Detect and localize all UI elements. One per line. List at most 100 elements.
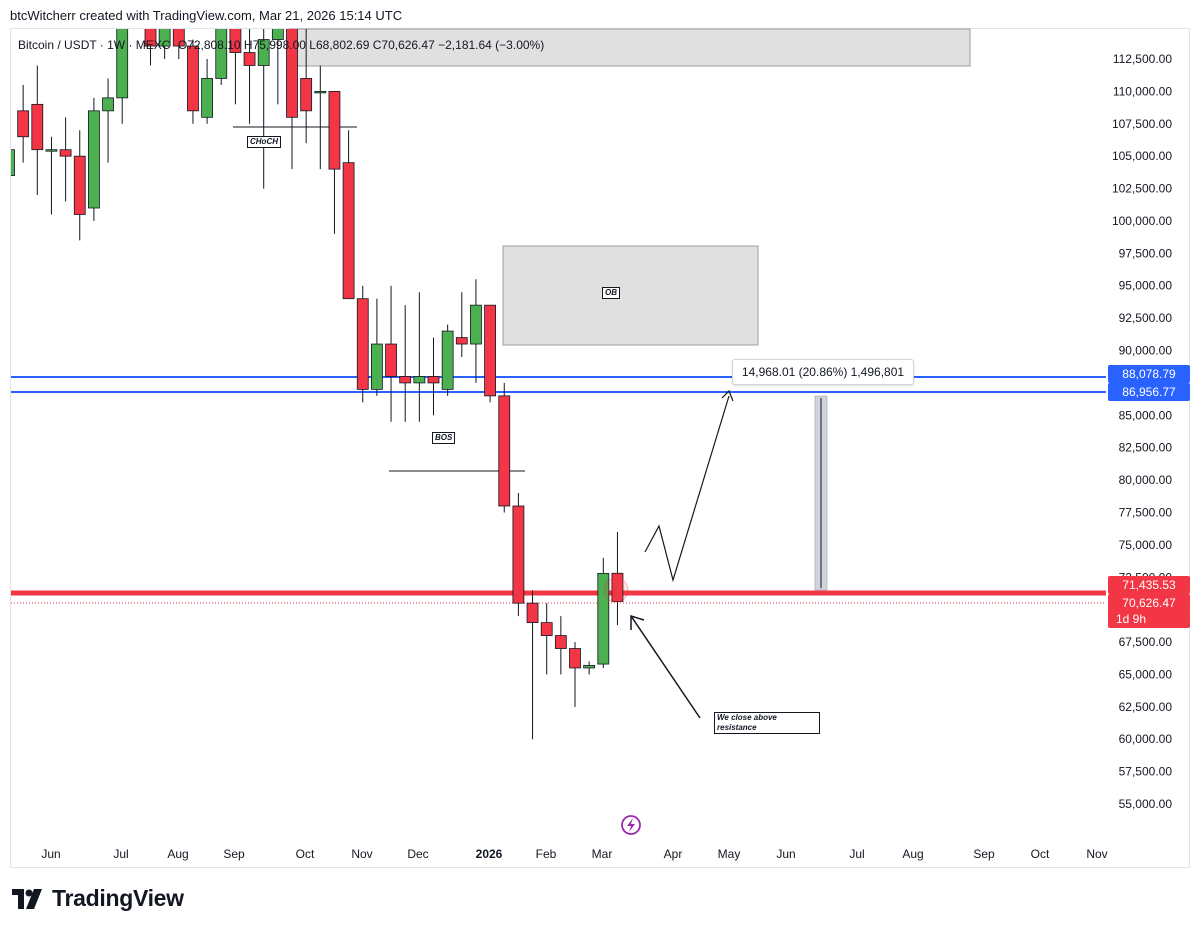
y-axis-tick-label: 55,000.00 [1119, 797, 1173, 811]
legend-low: 68,802.69 [315, 38, 370, 52]
candle-body[interactable] [413, 376, 426, 384]
countdown-label: 1d 9h [1108, 610, 1190, 628]
candle-body[interactable] [215, 1, 228, 79]
y-axis-tick-label: 62,500.00 [1119, 700, 1173, 714]
candle-body[interactable] [399, 376, 412, 384]
y-axis-tick-label: 57,500.00 [1119, 765, 1173, 779]
last-price-label: 70,626.47 [1108, 594, 1190, 612]
x-axis-tick-label: 2026 [476, 847, 503, 861]
candles-group [4, 0, 624, 740]
note-arrow[interactable] [630, 615, 701, 719]
y-axis-tick-label: 65,000.00 [1119, 667, 1173, 681]
candle-body[interactable] [314, 90, 327, 94]
note-arrowhead [630, 614, 645, 630]
x-axis-tick-label: Aug [167, 847, 188, 861]
x-axis-tick-label: Jul [849, 847, 864, 861]
measure-readout[interactable]: 14,968.01 (20.86%) 1,496,801 [732, 359, 914, 385]
x-axis-tick-label: Nov [1086, 847, 1107, 861]
candle-body[interactable] [356, 298, 369, 390]
candle-body[interactable] [158, 14, 171, 47]
candle-body[interactable] [17, 110, 30, 138]
candle-body[interactable] [73, 155, 86, 215]
candle-body[interactable] [597, 572, 610, 665]
candle-body[interactable] [59, 149, 72, 157]
legend-close-label: C [372, 38, 382, 52]
candle-body[interactable] [286, 0, 298, 118]
y-axis-tick-label: 107,500.00 [1112, 117, 1172, 131]
order-block-zone[interactable] [502, 245, 759, 346]
x-axis-tick-label: Feb [536, 847, 557, 861]
candle-body[interactable] [300, 78, 313, 112]
candle-body[interactable] [342, 162, 355, 300]
y-axis-tick-label: 110,000.00 [1113, 84, 1172, 98]
level-label-upper-1: 88,078.79 [1108, 365, 1190, 383]
candle-body[interactable] [498, 395, 511, 507]
candle-body[interactable] [144, 0, 157, 47]
candle-body[interactable] [484, 304, 497, 397]
y-axis-tick-label: 80,000.00 [1119, 473, 1173, 487]
candle-body[interactable] [271, 0, 284, 40]
x-axis-tick-label: Nov [351, 847, 372, 861]
x-axis-tick-label: Jun [776, 847, 795, 861]
x-axis-tick-label: May [718, 847, 741, 861]
candle-body[interactable] [102, 97, 114, 112]
legend-low-label: L [309, 38, 316, 52]
projection-arrowhead [721, 389, 734, 402]
candle-body[interactable] [554, 635, 567, 649]
candle-body[interactable] [441, 330, 454, 390]
candle-body[interactable] [31, 103, 44, 151]
candle-body[interactable] [201, 78, 214, 118]
projection-path[interactable] [644, 395, 730, 583]
candle-body[interactable] [370, 343, 383, 390]
x-axis-tick-label: Sep [223, 847, 245, 861]
x-axis-tick-label: Apr [664, 847, 683, 861]
candle-body[interactable] [229, 1, 242, 53]
candle-body[interactable] [540, 622, 553, 636]
candle-body[interactable] [512, 505, 525, 604]
y-axis-tick-label: 95,000.00 [1119, 279, 1173, 293]
legend-symbol[interactable]: Bitcoin / USDT · 1W · MEXC [18, 38, 171, 52]
candle-body[interactable] [88, 110, 100, 209]
candle-body[interactable] [45, 149, 58, 152]
x-axis-tick-label: Aug [902, 847, 923, 861]
y-axis-tick-label: 77,500.00 [1119, 505, 1173, 519]
resistance-note[interactable]: We close above resistance [714, 712, 820, 734]
supply-zone[interactable] [289, 28, 971, 67]
legend-close: 70,626.47 [381, 38, 435, 52]
legend-high-label: H [243, 38, 253, 52]
candle-body[interactable] [455, 337, 468, 345]
bos-label[interactable]: BOS [432, 432, 456, 444]
tradingview-logo[interactable]: TradingView [12, 885, 184, 912]
tradingview-logo-text: TradingView [52, 885, 184, 911]
choch-label[interactable]: CHoCH [247, 136, 281, 148]
y-axis-tick-label: 100,000.00 [1112, 214, 1172, 228]
candle-body[interactable] [569, 648, 581, 669]
symbol-legend: Bitcoin / USDT · 1W · MEXC O72,808.10 H7… [18, 38, 544, 52]
y-axis-tick-label: 82,500.00 [1119, 441, 1173, 455]
candle-body[interactable] [172, 14, 185, 47]
candle-body[interactable] [257, 39, 270, 66]
candle-body[interactable] [243, 52, 256, 66]
legend-open-label: O [177, 38, 188, 52]
level-label-upper-2: 86,956.77 [1108, 383, 1190, 401]
candle-body[interactable] [470, 304, 482, 345]
y-axis-tick-label: 90,000.00 [1119, 344, 1173, 358]
x-axis-tick-label: Dec [407, 847, 428, 861]
candle-body[interactable] [611, 572, 624, 602]
ob-label[interactable]: OB [602, 287, 620, 299]
candle-body[interactable] [427, 376, 440, 384]
x-axis-tick-label: Mar [592, 847, 613, 861]
candle-body[interactable] [385, 343, 397, 377]
tradingview-logo-icon [12, 888, 42, 909]
y-axis-tick-label: 67,500.00 [1119, 635, 1173, 649]
candle-body[interactable] [328, 90, 341, 170]
candle-body[interactable] [583, 664, 596, 669]
candle-body[interactable] [116, 0, 129, 99]
candle-body[interactable] [187, 45, 199, 112]
y-axis-tick-label: 60,000.00 [1119, 732, 1173, 746]
y-axis-tick-label: 85,000.00 [1119, 408, 1173, 422]
y-axis-tick-label: 97,500.00 [1119, 246, 1173, 260]
candle-body[interactable] [4, 149, 15, 177]
candle-body[interactable] [526, 602, 539, 624]
